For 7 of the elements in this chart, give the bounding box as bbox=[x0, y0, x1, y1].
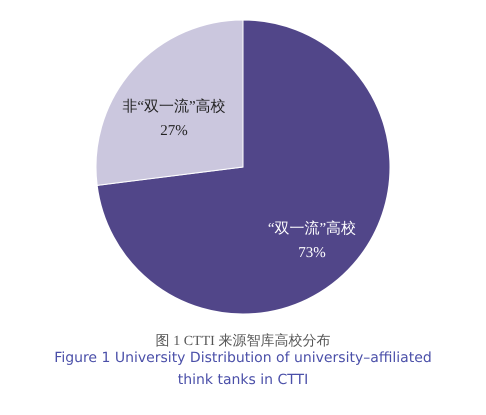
data-label: 27% bbox=[160, 123, 188, 140]
text: Figure 1 University Distribution of university–affiliated think tanks in CTTI bbox=[54, 350, 432, 388]
pie-slice bbox=[96, 20, 390, 314]
text: 图 1 CTTI 来源智库高校分布 bbox=[156, 333, 330, 349]
slice-label: “双一流”高校 bbox=[268, 220, 356, 237]
slice-label: 非“双一流”高校 bbox=[122, 98, 226, 116]
data-label: 73% bbox=[298, 244, 326, 261]
